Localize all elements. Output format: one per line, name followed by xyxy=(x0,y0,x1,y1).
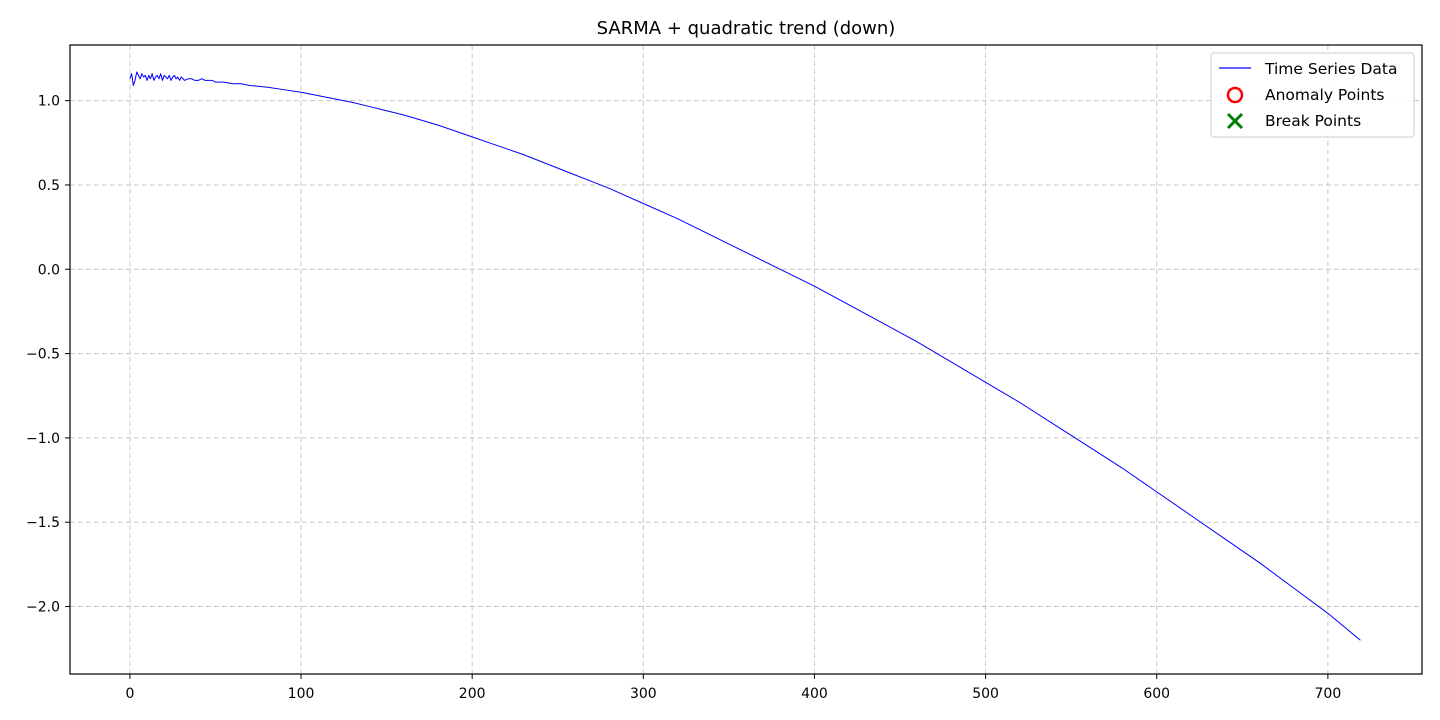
x-tick-label: 500 xyxy=(972,686,999,702)
x-tick-label: 700 xyxy=(1315,686,1342,702)
legend-circle-marker xyxy=(1226,86,1244,104)
y-tick-label: 0.0 xyxy=(38,262,60,278)
x-tick-label: 400 xyxy=(801,686,828,702)
legend-label: Time Series Data xyxy=(1264,60,1397,78)
y-tick-label: −2.0 xyxy=(26,600,60,616)
y-tick-label: 0.5 xyxy=(38,178,60,194)
x-tick-label: 100 xyxy=(288,686,315,702)
grid xyxy=(70,45,1422,674)
y-tick-label: −1.5 xyxy=(26,515,60,531)
series-line-time-series-data xyxy=(129,71,1361,641)
plot-area-frame xyxy=(69,44,1423,675)
chart-title: SARMA + quadratic trend (down) xyxy=(597,18,896,39)
legend-label: Break Points xyxy=(1265,112,1361,130)
x-tick-label: 600 xyxy=(1143,686,1170,702)
series-layer xyxy=(129,71,1361,641)
y-tick-label: −0.5 xyxy=(26,347,60,363)
y-tick-label: 1.0 xyxy=(38,94,60,110)
x-tick-label: 200 xyxy=(459,686,486,702)
y-tick-label: −1.0 xyxy=(26,431,60,447)
x-tick-label: 300 xyxy=(630,686,657,702)
legend-x-marker xyxy=(1226,112,1244,130)
legend-box xyxy=(1210,52,1415,138)
axis-ticks: 0 100 200 300 400 500 600 700 −2.0 −1.5 −1.0 −0.5 0.… xyxy=(26,94,1341,702)
x-tick-label: 0 xyxy=(125,686,134,702)
legend-label: Anomaly Points xyxy=(1265,86,1384,104)
legend: Time Series Data Anomaly Points Break Poin… xyxy=(1210,52,1415,138)
